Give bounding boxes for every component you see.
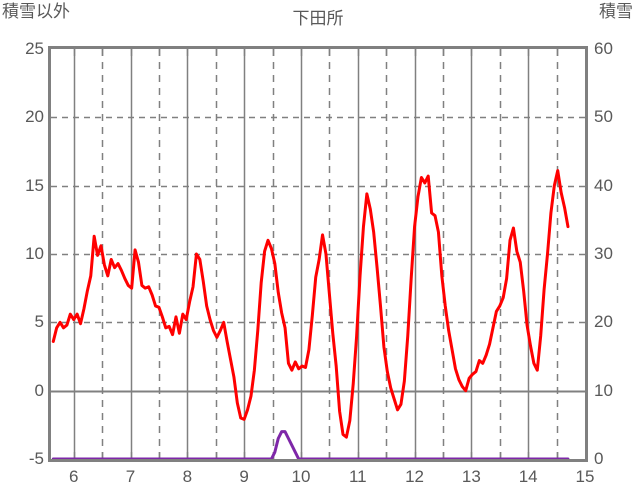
x-axis-tick-label: 6 (68, 467, 79, 486)
series-lines (51, 169, 570, 459)
left-axis-tick-label: 20 (25, 107, 44, 127)
right-axis-tick-label: 20 (594, 312, 613, 332)
x-axis-tick-label: 8 (182, 467, 193, 486)
left-axis-tick-label: 15 (25, 175, 44, 195)
left-axis-tick-label: 25 (25, 39, 44, 58)
right-axis-tick-label: 50 (594, 107, 613, 127)
x-axis-tick-label: 10 (291, 467, 311, 486)
series-line-non-snow (51, 169, 570, 439)
right-axis-tick-label: 0 (594, 449, 604, 468)
x-axis-tick-label: 11 (348, 467, 367, 486)
plot-area (48, 46, 588, 462)
chart-title: 下田所 (292, 9, 344, 28)
x-axis-tick-label: 14 (518, 467, 538, 486)
x-axis-tick-label: 12 (405, 467, 425, 486)
right-axis-title: 積雪 (599, 2, 633, 21)
x-axis-tick-label: 9 (239, 467, 249, 486)
left-axis-tick-label: -5 (28, 449, 44, 468)
right-axis-tick-label: 30 (594, 244, 613, 263)
right-axis-tick-label: 10 (594, 380, 613, 400)
right-axis-tick-label: 60 (594, 39, 613, 58)
left-axis-tick-label: 5 (34, 312, 44, 332)
left-axis-title: 積雪以外 (2, 2, 70, 21)
series-line-snow (51, 430, 570, 459)
left-axis-tick-label: 10 (25, 244, 44, 263)
left-axis-tick-label: 0 (34, 380, 44, 400)
right-axis-tick-label: 40 (594, 175, 613, 195)
plot-inner (51, 49, 585, 459)
gridlines (51, 49, 585, 459)
x-axis-tick-label: 13 (461, 467, 481, 486)
x-axis-tick-label: 15 (575, 467, 595, 486)
x-axis-tick-label: 7 (125, 467, 136, 486)
